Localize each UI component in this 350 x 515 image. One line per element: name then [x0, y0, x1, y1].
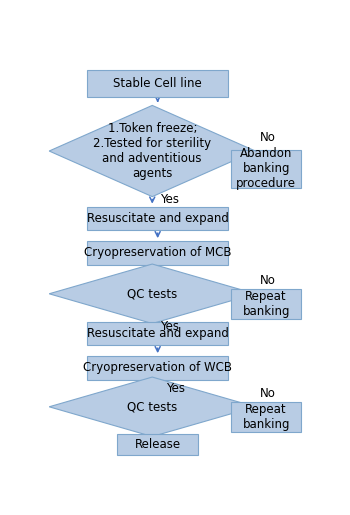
Text: QC tests: QC tests [127, 287, 177, 300]
Text: Resuscitate and expand: Resuscitate and expand [87, 212, 229, 225]
Text: 1.Token freeze;
2.Tested for sterility
and adventitious
agents: 1.Token freeze; 2.Tested for sterility a… [93, 122, 211, 180]
Polygon shape [49, 106, 256, 197]
FancyBboxPatch shape [231, 289, 301, 319]
Text: Stable Cell line: Stable Cell line [113, 77, 202, 90]
Text: Yes: Yes [166, 382, 185, 395]
Text: Repeat
banking: Repeat banking [243, 403, 290, 431]
Polygon shape [49, 264, 256, 323]
FancyBboxPatch shape [87, 70, 228, 97]
Text: Abandon
banking
procedure: Abandon banking procedure [236, 147, 296, 191]
Text: Yes: Yes [160, 193, 180, 205]
Text: Cryopreservation of WCB: Cryopreservation of WCB [83, 362, 232, 374]
FancyBboxPatch shape [231, 402, 301, 432]
Text: Repeat
banking: Repeat banking [243, 290, 290, 318]
Text: Yes: Yes [160, 319, 180, 333]
FancyBboxPatch shape [87, 207, 228, 230]
FancyBboxPatch shape [231, 150, 301, 187]
Text: Resuscitate and expand: Resuscitate and expand [87, 327, 229, 340]
Text: Cryopreservation of MCB: Cryopreservation of MCB [84, 247, 231, 260]
Text: No: No [259, 131, 275, 144]
Polygon shape [49, 377, 256, 437]
FancyBboxPatch shape [87, 356, 228, 380]
FancyBboxPatch shape [87, 241, 228, 265]
Text: No: No [259, 273, 275, 287]
FancyBboxPatch shape [87, 321, 228, 346]
Text: No: No [259, 387, 275, 400]
FancyBboxPatch shape [117, 434, 198, 455]
Text: QC tests: QC tests [127, 400, 177, 414]
Text: Release: Release [135, 438, 181, 451]
